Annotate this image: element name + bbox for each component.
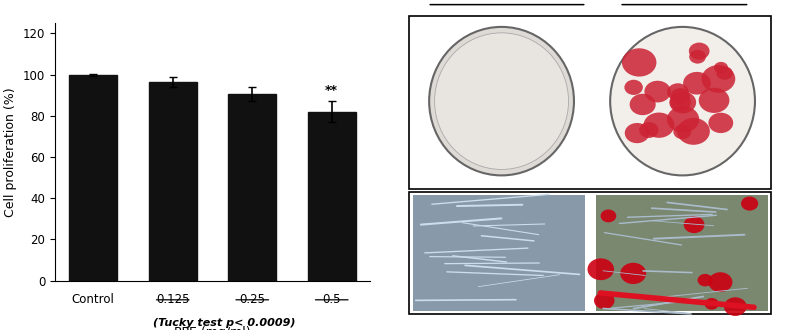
Circle shape (741, 196, 758, 211)
Ellipse shape (610, 27, 755, 176)
Circle shape (587, 258, 614, 280)
Text: 0.125: 0.125 (156, 293, 190, 306)
Circle shape (671, 88, 690, 104)
Bar (413, 195, 585, 311)
Text: PPE (mg/ml): PPE (mg/ml) (174, 325, 251, 330)
Bar (308, 112, 356, 280)
Text: **: ** (325, 84, 338, 97)
Circle shape (714, 62, 728, 73)
Circle shape (667, 106, 699, 133)
Circle shape (677, 118, 710, 145)
Circle shape (704, 298, 719, 310)
Circle shape (594, 292, 615, 309)
Text: PPE: PPE (670, 0, 699, 2)
Circle shape (622, 48, 656, 77)
Circle shape (697, 274, 713, 286)
Text: (Tucky test p< 0.0009): (Tucky test p< 0.0009) (153, 318, 296, 328)
Circle shape (689, 43, 710, 59)
Circle shape (708, 272, 733, 292)
Y-axis label: Cell proliferation (%): Cell proliferation (%) (5, 87, 17, 216)
Circle shape (624, 80, 643, 95)
Circle shape (625, 123, 649, 143)
Circle shape (645, 81, 671, 102)
Circle shape (620, 263, 646, 284)
Circle shape (600, 210, 616, 222)
Bar (409, 192, 771, 314)
Circle shape (670, 94, 691, 111)
Circle shape (644, 113, 674, 138)
Text: 0.5: 0.5 (323, 293, 341, 306)
Bar (228, 94, 276, 280)
Bar (149, 82, 197, 280)
Bar (69, 75, 117, 280)
Text: Control(-): Control(-) (471, 0, 543, 2)
Ellipse shape (429, 27, 574, 176)
Bar (409, 16, 771, 189)
Circle shape (724, 297, 747, 316)
Circle shape (716, 66, 733, 80)
Circle shape (684, 216, 704, 233)
Bar (596, 195, 767, 311)
Text: Control: Control (72, 293, 115, 306)
Circle shape (708, 113, 733, 133)
Circle shape (667, 83, 689, 101)
Circle shape (701, 65, 735, 93)
Circle shape (683, 72, 711, 95)
Ellipse shape (434, 33, 568, 170)
Circle shape (639, 122, 659, 138)
Circle shape (699, 88, 730, 113)
Circle shape (630, 94, 656, 115)
Circle shape (689, 50, 706, 64)
Circle shape (669, 91, 696, 114)
Circle shape (674, 124, 691, 139)
Text: 0.25: 0.25 (239, 293, 265, 306)
